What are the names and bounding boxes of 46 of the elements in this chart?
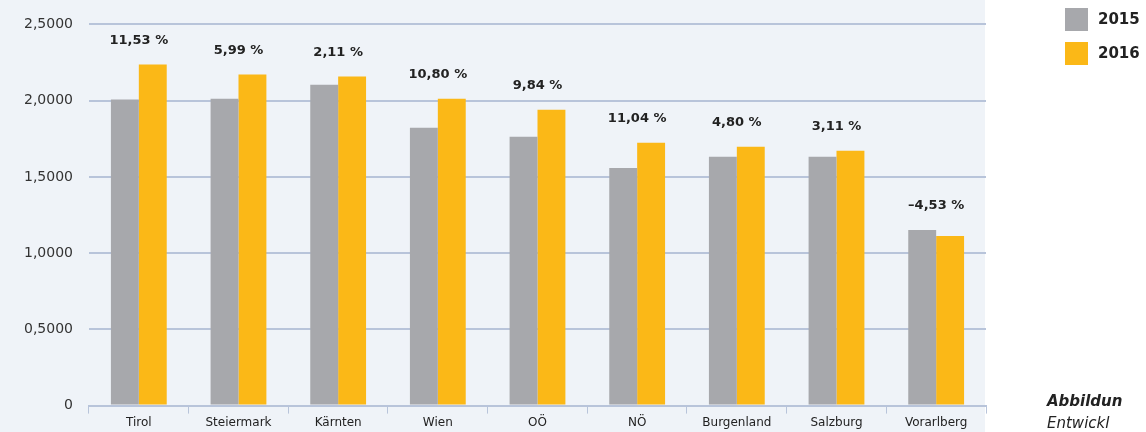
y-tick-label: 1,0000 (23, 243, 73, 260)
annotation: 10,80 % (408, 66, 468, 82)
text: Abbildun (1046, 392, 1123, 410)
annotation: 11,04 % (607, 110, 667, 126)
bar (537, 109, 566, 405)
bar (908, 230, 937, 405)
bar (238, 74, 267, 405)
x-tick-label: NÖ (627, 412, 647, 429)
bar (210, 98, 239, 405)
annotation: 11,53 % (109, 31, 169, 47)
x-tick-label: OÖ (528, 412, 547, 429)
bar (836, 150, 865, 405)
x-tick-label: Wien (422, 414, 453, 429)
x-tick-label: Vorarlberg (904, 414, 968, 429)
bar (708, 156, 737, 405)
annotation: 9,84 % (512, 77, 563, 93)
annotation: –4,53 % (908, 197, 965, 213)
legend-label: 2016 (1098, 43, 1140, 62)
bar (138, 64, 167, 405)
x-tick-label: Burgenland (702, 414, 772, 429)
annotation: 5,99 % (213, 41, 264, 57)
bar (110, 99, 139, 405)
y-tick-label: 0,5000 (23, 320, 73, 336)
annotation: 4,80 % (712, 114, 762, 130)
y-tick-label: 0 (64, 396, 73, 413)
bar (936, 236, 965, 405)
bar (509, 136, 538, 405)
bar (609, 167, 638, 405)
x-tick-label: Tirol (125, 414, 152, 429)
y-tick-label: 2,5000 (23, 15, 73, 32)
bar (736, 146, 765, 405)
text: Entwickl (1047, 414, 1111, 432)
annotation: 2,11 % (313, 43, 363, 59)
x-tick-label: Salzburg (810, 414, 863, 429)
x-tick-label: Steiermark (205, 414, 272, 429)
bar (409, 127, 438, 405)
y-tick-label: 1,5000 (23, 167, 73, 184)
bar (637, 142, 666, 405)
bar (310, 84, 339, 405)
legend-label: 2015 (1098, 9, 1140, 28)
annotation: 3,11 % (811, 118, 862, 134)
y-tick-label: 2,0000 (23, 91, 73, 108)
bar (808, 156, 837, 405)
bar (437, 98, 466, 405)
bar (338, 76, 367, 405)
x-tick-label: Kärnten (314, 414, 362, 429)
